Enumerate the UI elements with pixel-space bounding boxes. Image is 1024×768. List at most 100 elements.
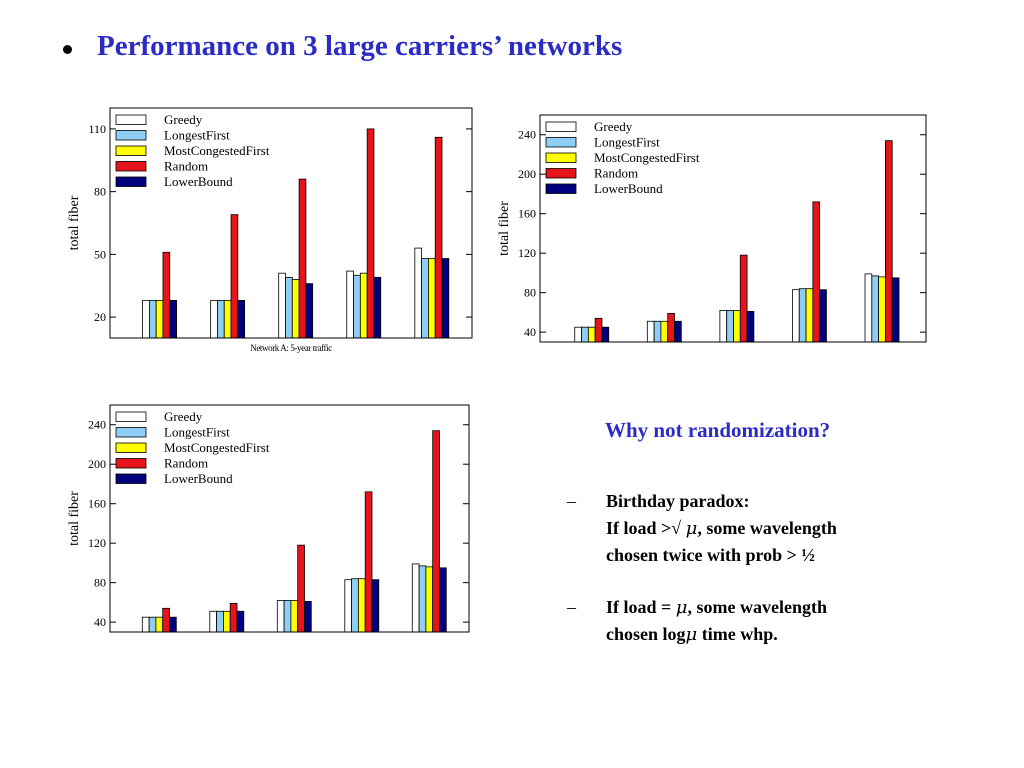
note-text: time whp. [697,624,778,644]
y-tick-label: 120 [88,536,106,550]
bar-mostcongestedfirst-4 [805,288,814,343]
y-tick-label: 200 [518,167,536,181]
bar-longestfirst-4 [353,274,361,339]
legend-swatch-mostcongestedfirst [545,152,577,163]
note-body: Birthday paradox: If load >√ μ, some wav… [606,488,1006,569]
y-axis-label: total fiber [497,201,512,256]
y-tick-label: 80 [94,576,106,590]
bar-greedy-5 [864,273,873,343]
bar-random-3 [297,544,305,633]
plot-frame [539,114,927,343]
note-text: chosen log [606,624,686,644]
bar-longestfirst-4 [351,578,359,633]
bar-lowerbound-4 [819,289,827,343]
bar-random-5 [432,430,440,633]
bar-random-5 [434,136,443,339]
legend-swatch-mostcongestedfirst [115,442,147,453]
note-text: , some wavelength [697,518,837,538]
bar-random-4 [812,201,821,343]
legend-swatch-longestfirst [115,130,147,141]
legend-label-mostcongestedfirst: MostCongestedFirst [164,440,270,455]
notes-heading: Why not randomization? [605,418,831,442]
legend-swatch-mostcongestedfirst [115,145,147,156]
legend-label-greedy: Greedy [164,112,203,127]
legend-swatch-random [545,168,577,179]
bar-mostcongestedfirst-4 [359,272,368,339]
bar-lowerbound-3 [305,283,314,339]
bar-greedy-1 [142,299,150,339]
bar-greedy-5 [411,563,420,633]
bar-lowerbound-4 [371,579,380,633]
bar-mostcongestedfirst-3 [291,279,300,339]
legend-label-lowerbound: LowerBound [164,471,233,486]
bar-mostcongestedfirst-1 [587,326,596,343]
bar-greedy-5 [414,247,423,339]
legend-label-greedy: Greedy [594,119,633,134]
bar-longestfirst-3 [726,310,734,343]
note-line: Birthday paradox: [606,488,1006,515]
mu-symbol: μ [685,518,698,539]
bar-mostcongestedfirst-3 [733,310,741,343]
plot-frame [109,404,470,633]
legend-swatch-longestfirst [115,427,147,438]
y-axis-label: total fiber [67,491,82,546]
bar-greedy-3 [276,600,285,633]
bar-lowerbound-1 [169,299,177,339]
bar-random-1 [162,607,170,633]
note-text: , some wavelength [687,597,827,617]
legend-label-lowerbound: LowerBound [594,181,663,196]
note-text: Birthday paradox: [606,491,750,511]
y-tick-label: 80 [94,185,106,199]
legend-swatch-greedy [115,114,147,125]
bar-random-4 [364,491,373,633]
bar-random-1 [594,317,603,343]
bar-mostcongestedfirst-5 [878,276,886,343]
bar-lowerbound-2 [237,299,246,339]
bar-lowerbound-3 [304,601,312,633]
legend-label-mostcongestedfirst: MostCongestedFirst [594,150,700,165]
legend-label-mostcongestedfirst: MostCongestedFirst [164,143,270,158]
chart-network-c: 40 80 120 160 200 240 total fiber GreedyLongest… [67,404,470,633]
legend-label-longestfirst: LongestFirst [164,425,230,440]
y-tick-label: 50 [94,247,106,261]
bar-longestfirst-2 [216,610,224,633]
legend-label-greedy: Greedy [164,409,203,424]
bar-lowerbound-3 [746,311,755,343]
y-axis-label: total fiber [67,195,82,250]
bar-longestfirst-1 [148,299,157,339]
bar-greedy-2 [209,610,218,633]
y-tick-label: 40 [94,615,106,629]
y-tick-label: 40 [524,325,536,339]
bar-longestfirst-4 [798,288,807,343]
bar-greedy-4 [344,579,352,633]
bar-random-3 [298,178,307,339]
legend-swatch-lowerbound [115,176,147,187]
bar-mostcongestedfirst-2 [660,320,669,343]
bar-lowerbound-1 [169,616,177,633]
bar-random-5 [885,140,893,343]
y-tick-label: 80 [524,286,536,300]
bar-lowerbound-1 [601,326,610,343]
bar-mostcongestedfirst-4 [357,578,366,633]
note-line: If load >√ μ, some wavelength [606,515,1006,542]
mu-symbol: μ [675,597,688,618]
x-axis-label: Network A: 5-year traffic [250,343,332,353]
bar-longestfirst-5 [418,565,427,633]
slide-title: Performance on 3 large carriers’ network… [97,30,623,62]
note-text: If load >√ [606,518,686,538]
note-body: If load = μ, some wavelength chosen logμ… [606,594,1006,648]
bar-longestfirst-5 [421,258,429,339]
legend-swatch-greedy [115,411,147,422]
bar-random-1 [162,251,171,339]
bar-longestfirst-2 [217,299,225,339]
y-tick-label: 240 [88,418,106,432]
chart-network-a: 20 50 80 110 total fiber Network A: 5-year tr… [67,107,473,353]
bar-longestfirst-1 [148,616,157,633]
legend-label-lowerbound: LowerBound [164,174,233,189]
bar-mostcongestedfirst-5 [428,258,436,339]
bar-random-2 [230,214,239,339]
bar-lowerbound-2 [674,320,682,343]
y-tick-label: 160 [518,207,536,221]
bar-greedy-2 [646,320,655,343]
bar-lowerbound-4 [373,276,382,339]
